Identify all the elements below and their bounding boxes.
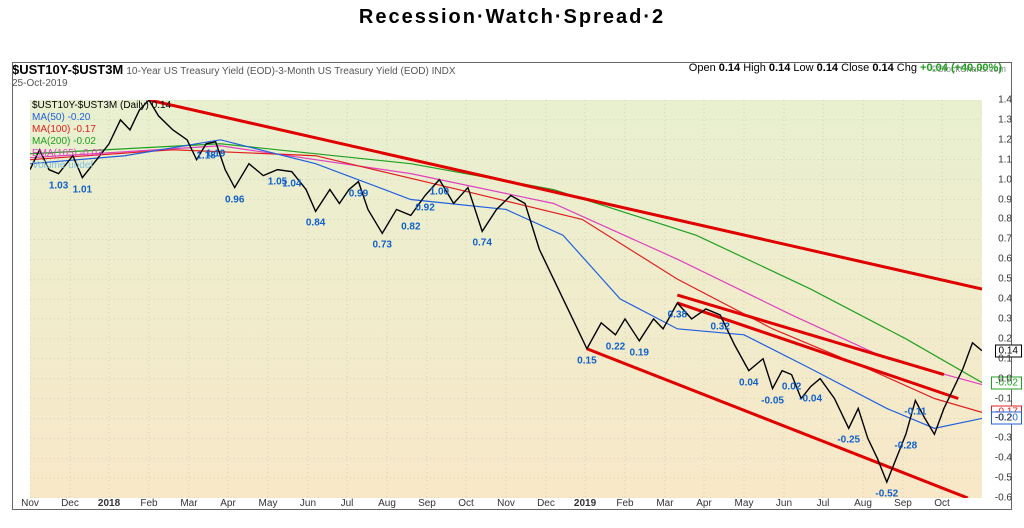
y-tick: 1.4 <box>982 95 1012 106</box>
chart-annotation: 1.19 <box>206 148 225 159</box>
x-tick: Mar <box>180 498 197 509</box>
legend-item: MA(100) -0.17 <box>32 124 171 136</box>
y-tick: 0.5 <box>982 274 1012 285</box>
y-tick: 0.4 <box>982 294 1012 305</box>
x-tick: Nov <box>21 498 39 509</box>
x-tick: Sep <box>418 498 436 509</box>
x-tick: Aug <box>378 498 396 509</box>
y-tick: -0.2 <box>982 413 1012 424</box>
x-tick: Nov <box>497 498 515 509</box>
x-tick: 2019 <box>574 498 596 509</box>
y-axis: 1.41.31.21.11.00.90.80.70.60.50.40.30.20… <box>982 100 1012 498</box>
x-tick: May <box>259 498 278 509</box>
chart-annotation: 1.00 <box>430 186 449 197</box>
x-tick: Oct <box>934 498 950 509</box>
chart-annotation: -0.05 <box>761 395 784 406</box>
chart-annotation: 0.04 <box>739 377 758 388</box>
y-tick: -0.3 <box>982 433 1012 444</box>
legend-item: MA(50) -0.20 <box>32 112 171 124</box>
page: Recession·Watch·Spread·2 ©StockCharts.co… <box>0 0 1024 528</box>
y-tick: 0.2 <box>982 333 1012 344</box>
x-tick: Dec <box>537 498 555 509</box>
y-tick: 1.0 <box>982 174 1012 185</box>
chart-annotation: -0.04 <box>799 393 822 404</box>
x-tick: Jun <box>300 498 316 509</box>
chart-annotation: 0.82 <box>401 222 420 233</box>
chart-annotation: 0.73 <box>373 240 392 251</box>
y-tick: 0.9 <box>982 194 1012 205</box>
page-title: Recession·Watch·Spread·2 <box>0 6 1024 29</box>
y-tick: -0.6 <box>982 493 1012 504</box>
chart-annotation: 0.32 <box>710 321 729 332</box>
x-tick: Dec <box>61 498 79 509</box>
chart-annotation: 0.99 <box>349 188 368 199</box>
y-tick: 1.1 <box>982 154 1012 165</box>
chart-annotation: -0.28 <box>894 441 917 452</box>
legend-item: $UST10Y-$UST3M (Daily) 0.14 <box>32 100 171 112</box>
y-tick: 1.2 <box>982 134 1012 145</box>
y-tick: 0.0 <box>982 373 1012 384</box>
y-tick: 1.3 <box>982 114 1012 125</box>
x-tick: Apr <box>220 498 236 509</box>
x-tick: Sep <box>894 498 912 509</box>
legend-item: MA(200) -0.02 <box>32 136 171 148</box>
y-tick: 0.3 <box>982 313 1012 324</box>
chart-plot: 1.031.011.181.190.961.051.040.840.990.73… <box>30 100 982 498</box>
legend-item: Volume undef <box>32 160 171 172</box>
chart-annotation: 0.96 <box>225 194 244 205</box>
y-tick: 0.8 <box>982 214 1012 225</box>
chart-annotation: -0.25 <box>837 435 860 446</box>
chart-legend: $UST10Y-$UST3M (Daily) 0.14MA(50) -0.20M… <box>32 100 171 172</box>
y-tick: -0.5 <box>982 473 1012 484</box>
x-tick: Apr <box>696 498 712 509</box>
x-tick: Jul <box>341 498 354 509</box>
chart-annotation: 0.92 <box>415 202 434 213</box>
y-tick: 0.1 <box>982 353 1012 364</box>
legend-item: EMA(165) -0.03 <box>32 148 171 160</box>
chart-annotation: 1.04 <box>282 178 301 189</box>
chart-annotation: 0.38 <box>668 309 687 320</box>
y-tick: 0.7 <box>982 234 1012 245</box>
x-tick: Feb <box>140 498 157 509</box>
chart-annotation: 0.19 <box>630 347 649 358</box>
x-tick: Feb <box>616 498 633 509</box>
chart-annotation: 0.02 <box>782 381 801 392</box>
y-tick: -0.1 <box>982 393 1012 404</box>
x-tick: Jul <box>817 498 830 509</box>
x-tick: Oct <box>458 498 474 509</box>
chart-annotation: 0.15 <box>577 355 596 366</box>
chart-annotation: 1.03 <box>49 180 68 191</box>
x-axis: NovDec2018FebMarAprMayJunJulAugSepOctNov… <box>30 498 982 516</box>
chart-annotation: 0.74 <box>472 238 491 249</box>
chart-annotation: 0.84 <box>306 218 325 229</box>
x-tick: Mar <box>656 498 673 509</box>
chart-annotation: 0.22 <box>606 341 625 352</box>
y-tick: -0.4 <box>982 453 1012 464</box>
x-tick: 2018 <box>98 498 120 509</box>
y-tick: 0.6 <box>982 254 1012 265</box>
x-tick: Aug <box>854 498 872 509</box>
x-tick: May <box>735 498 754 509</box>
chart-annotation: 1.01 <box>73 184 92 195</box>
chart-annotation: -0.11 <box>904 407 926 418</box>
x-tick: Jun <box>776 498 792 509</box>
